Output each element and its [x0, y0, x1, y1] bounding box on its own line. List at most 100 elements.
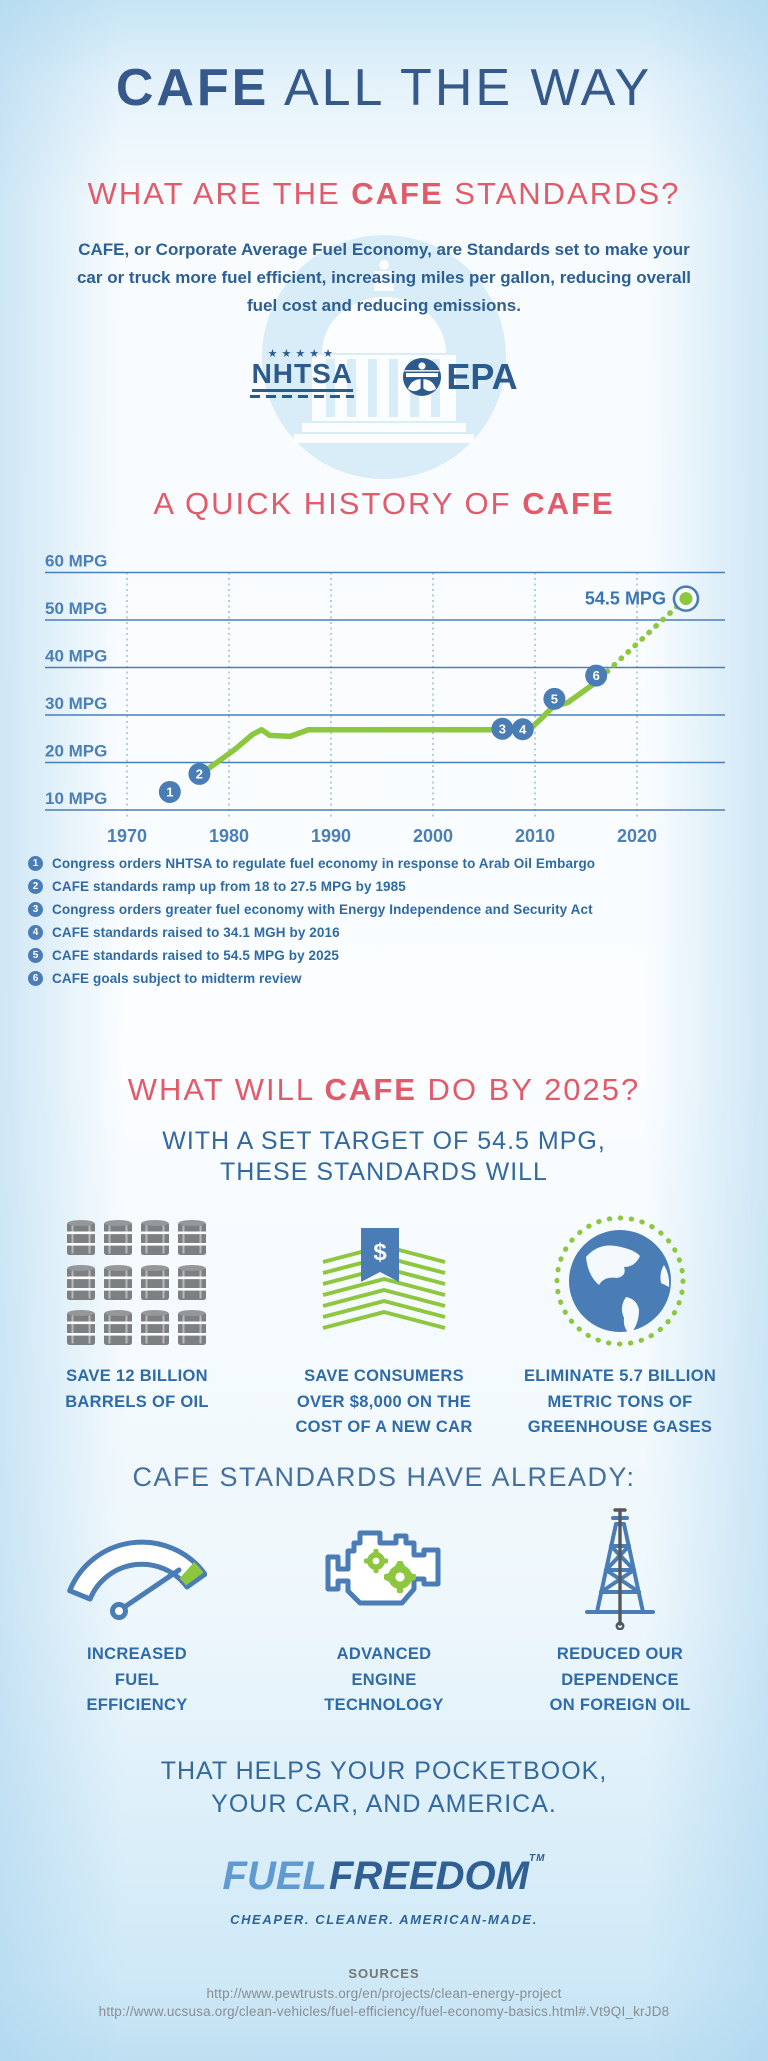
achievement-caption: REDUCED OUR DEPENDENCE ON FOREIGN OIL	[549, 1645, 691, 1714]
oil-barrel-glyph	[177, 1310, 207, 1345]
chart-x-label: 2000	[413, 826, 453, 846]
event-item: 4 CAFE standards raised to 34.1 MGH by 20…	[28, 925, 744, 940]
nhtsa-wordmark: NHTSA	[251, 360, 354, 392]
chart-event-marker	[491, 717, 514, 740]
chart-event-marker	[543, 687, 566, 710]
target-point-dot	[679, 592, 693, 606]
chart-y-label: 20 MPG	[45, 742, 107, 761]
capitol-watermark	[262, 235, 506, 479]
benefit-caption: SAVE CONSUMERS OVER $8,000 ON THE COST O…	[295, 1367, 473, 1436]
chart-event-marker-number: 2	[196, 766, 203, 781]
history-events-list: 1 Congress orders NHTSA to regulate fuel …	[28, 856, 744, 994]
oil-barrel-glyph	[177, 1220, 207, 1255]
nhtsa-logo: ★★★★★ NHTSA	[250, 348, 355, 398]
chart-x-label: 1970	[107, 826, 147, 846]
logo-freedom: FREEDOM	[328, 1854, 529, 1898]
chart-y-label: 60 MPG	[45, 552, 107, 571]
fuel-freedom-logo: FUELFREEDOMTM	[0, 1853, 768, 1899]
oil-barrel-glyph	[66, 1310, 96, 1345]
benefit-oil-barrels: SAVE 12 BILLION BARRELS OF OIL	[19, 1212, 255, 1415]
section-heading-future: WHAT WILL CAFE DO BY 2025?	[127, 1072, 641, 1107]
oil-barrel-glyph	[103, 1310, 133, 1345]
event-text: CAFE goals subject to midterm review	[52, 971, 302, 986]
logo-tagline: CHEAPER. CLEANER. AMERICAN-MADE.	[230, 1912, 538, 1927]
oil-barrel-glyph	[66, 1265, 96, 1300]
chart-event-marker	[585, 664, 608, 687]
sources-label: SOURCES	[348, 1966, 420, 1981]
event-text: Congress orders greater fuel economy wit…	[52, 902, 593, 917]
oil-barrel-glyph	[103, 1265, 133, 1300]
event-number-badge: 1	[28, 856, 43, 871]
event-number-badge: 4	[28, 925, 43, 940]
section-heading-already: CAFE STANDARDS HAVE ALREADY:	[132, 1462, 636, 1492]
event-item: 5 CAFE standards raised to 54.5 MPG by 20…	[28, 948, 744, 963]
oil-barrel-glyph	[140, 1265, 170, 1300]
chart-y-label: 50 MPG	[45, 599, 107, 618]
event-text: CAFE standards raised to 54.5 MPG by 202…	[52, 948, 339, 963]
chart-x-label: 1980	[209, 826, 249, 846]
chart-event-marker	[188, 762, 211, 785]
event-item: 6 CAFE goals subject to midterm review	[28, 971, 744, 986]
agency-logos: ★★★★★ NHTSA EPA	[0, 348, 768, 398]
oil-derrick-icon	[585, 1508, 655, 1630]
chart-event-marker-number: 5	[551, 691, 558, 706]
event-number-badge: 3	[28, 902, 43, 917]
oil-barrel-glyph	[177, 1265, 207, 1300]
oil-barrel-glyph	[103, 1220, 133, 1255]
chart-event-marker-number: 1	[166, 784, 173, 799]
chart-x-label: 2020	[617, 826, 657, 846]
event-number-badge: 2	[28, 879, 43, 894]
oil-barrel-glyph	[140, 1220, 170, 1255]
chart-x-label: 1990	[311, 826, 351, 846]
event-item: 3 Congress orders greater fuel economy wi…	[28, 902, 744, 917]
engine-icon	[325, 1530, 441, 1606]
benefit-savings: $ SAVE CONSUMERS OVER $8,000 ON THE COST…	[266, 1212, 502, 1441]
achievement-caption: INCREASED FUEL EFFICIENCY	[86, 1645, 188, 1714]
event-number-badge: 5	[28, 948, 43, 963]
source-url: http://www.ucsusa.org/clean-vehicles/fue…	[98, 2004, 670, 2019]
money-stack-icon: $	[322, 1228, 446, 1330]
event-text: CAFE standards ramp up from 18 to 27.5 M…	[52, 879, 406, 894]
benefit-caption: ELIMINATE 5.7 BILLION METRIC TONS OF GRE…	[523, 1367, 717, 1436]
projection-dotted-line	[597, 603, 681, 681]
fuel-gauge-icon	[67, 1539, 207, 1620]
chart-y-label: 10 MPG	[45, 789, 107, 808]
event-item: 2 CAFE standards ramp up from 18 to 27.5 …	[28, 879, 744, 894]
section-heading-history: A QUICK HISTORY OF CAFE	[153, 486, 615, 521]
event-text: CAFE standards raised to 34.1 MGH by 201…	[52, 925, 340, 940]
benefit-caption: SAVE 12 BILLION BARRELS OF OIL	[65, 1367, 209, 1411]
oil-barrel-glyph	[66, 1220, 96, 1255]
chart-y-label: 40 MPG	[45, 647, 107, 666]
chart-event-marker-number: 3	[499, 721, 506, 736]
chart-event-marker	[158, 780, 181, 803]
cafe-history-line-chart: 1970 1980 1990 2000 2010 2020 60 MPG 50 MPG 40 M…	[45, 552, 725, 846]
svg-text:$: $	[373, 1239, 387, 1266]
event-text: Congress orders NHTSA to regulate fuel e…	[52, 856, 596, 871]
source-url: http://www.pewtrusts.org/en/projects/cle…	[206, 1986, 562, 2001]
globe-icon	[554, 1215, 686, 1347]
closing-statement: THAT HELPS YOUR POCKETBOOK, YOUR CAR, AN…	[160, 1757, 608, 1818]
nhtsa-stars: ★★★★★	[267, 348, 337, 360]
intro-paragraph: CAFE, or Corporate Average Fuel Economy,…	[76, 240, 692, 315]
chart-event-marker-number: 6	[593, 668, 600, 683]
epa-wordmark: EPA	[446, 356, 518, 397]
achievement-foreign-oil: REDUCED OUR DEPENDENCE ON FOREIGN OIL	[502, 1506, 738, 1719]
nhtsa-road-dashes	[250, 395, 355, 398]
epa-logo: EPA	[402, 356, 518, 398]
oil-barrels-icon	[66, 1220, 207, 1345]
achievement-engine: ADVANCED ENGINE TECHNOLOGY	[266, 1506, 502, 1719]
oil-barrel-glyph	[140, 1310, 170, 1345]
page-title: CAFE ALL THE WAY	[115, 59, 653, 117]
event-item: 1 Congress orders NHTSA to regulate fuel …	[28, 856, 744, 871]
subtitle-line: WITH A SET TARGET OF 54.5 MPG,	[162, 1127, 606, 1155]
logo-fuel: FUEL	[222, 1854, 327, 1898]
achievement-efficiency: INCREASED FUEL EFFICIENCY	[19, 1506, 255, 1719]
epa-flower-icon	[403, 358, 442, 396]
trademark-symbol: TM	[528, 1853, 546, 1864]
target-label: 54.5 MPG	[585, 589, 666, 609]
chart-event-marker-number: 4	[519, 722, 527, 737]
chart-x-label: 2010	[515, 826, 555, 846]
achievement-caption: ADVANCED ENGINE TECHNOLOGY	[324, 1645, 444, 1714]
chart-event-marker	[511, 718, 534, 741]
section-heading-what-are-cafe: WHAT ARE THE CAFE STANDARDS?	[87, 176, 681, 211]
